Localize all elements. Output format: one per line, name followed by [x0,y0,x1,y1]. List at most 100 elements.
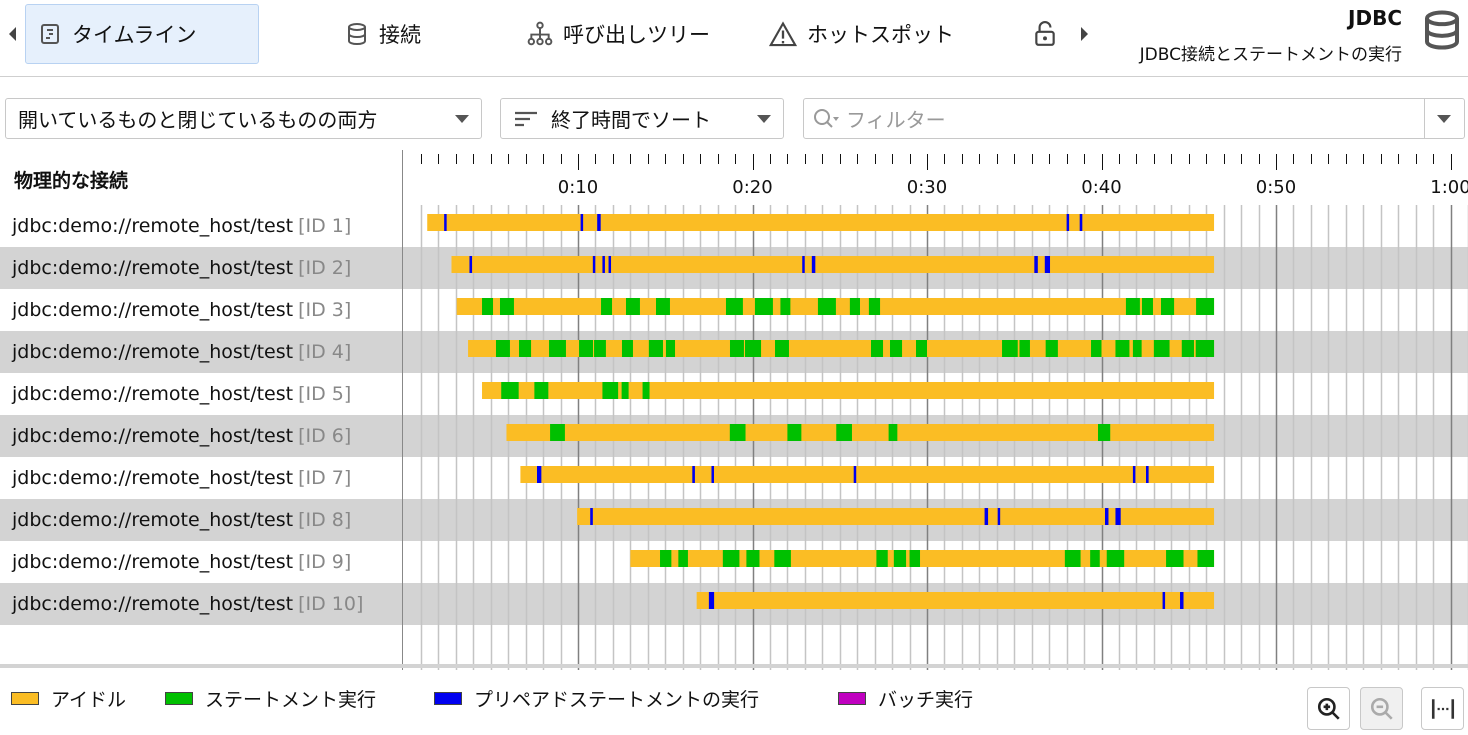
filter-input[interactable]: フィルター [803,98,1465,139]
statement-segment[interactable] [1153,340,1170,357]
statement-segment[interactable] [534,382,549,399]
idle-bar[interactable] [630,550,1215,567]
statement-segment[interactable] [648,340,663,357]
prepared-statement-segment[interactable] [711,466,714,483]
tab-connections[interactable]: 接続 [333,4,433,64]
prepared-statement-segment[interactable] [444,214,447,231]
statement-segment[interactable] [601,298,613,315]
prepared-statement-segment[interactable] [469,256,473,273]
prepared-statement-segment[interactable] [984,508,989,525]
statement-segment[interactable] [849,298,860,315]
statement-segment[interactable] [1161,298,1175,315]
statement-segment[interactable] [1166,550,1184,567]
statement-segment[interactable] [754,298,773,315]
statement-segment[interactable] [787,424,802,441]
statement-segment[interactable] [621,382,629,399]
statement-segment[interactable] [1132,340,1142,357]
statement-segment[interactable] [1181,340,1194,357]
tab-timeline[interactable]: タイムライン [25,4,259,64]
idle-bar[interactable] [427,214,1215,231]
statement-segment[interactable] [642,382,650,399]
statement-segment[interactable] [550,424,565,441]
statement-segment[interactable] [501,382,519,399]
prepared-statement-segment[interactable] [997,508,1001,525]
statement-segment[interactable] [775,340,789,357]
statement-segment[interactable] [519,340,532,357]
prepared-statement-segment[interactable] [592,256,596,273]
connection-row-label[interactable]: jdbc:demo://remote_host/test [ID 10] [0,583,402,625]
prepared-statement-segment[interactable] [1132,466,1136,483]
prepared-statement-segment[interactable] [692,466,695,483]
fit-to-window-button[interactable] [1421,687,1464,730]
prepared-statement-segment[interactable] [1162,592,1166,609]
statement-segment[interactable] [868,298,881,315]
sort-select[interactable]: 終了時間でソート [500,98,784,139]
prepared-statement-segment[interactable] [580,214,584,231]
prepared-statement-segment[interactable] [1104,508,1109,525]
statement-segment[interactable] [1197,550,1215,567]
statement-segment[interactable] [1019,340,1030,357]
statement-segment[interactable] [1098,424,1111,441]
statement-segment[interactable] [1064,550,1081,567]
tab-hotspots[interactable]: ホットスポット [757,4,966,64]
statement-segment[interactable] [1045,340,1058,357]
prepared-statement-segment[interactable] [1079,214,1083,231]
scroll-tabs-right-button[interactable] [1081,27,1088,41]
prepared-statement-segment[interactable] [536,466,542,483]
statement-segment[interactable] [1091,340,1102,357]
statement-segment[interactable] [836,424,852,441]
filter-history-button[interactable] [1424,99,1464,138]
statement-segment[interactable] [744,340,762,357]
idle-bar[interactable] [577,508,1215,525]
connection-row-label[interactable]: jdbc:demo://remote_host/test [ID 5] [0,373,402,415]
statement-segment[interactable] [909,550,921,567]
connection-row-label[interactable]: jdbc:demo://remote_host/test [ID 3] [0,289,402,331]
prepared-statement-segment[interactable] [597,214,601,231]
statement-segment[interactable] [774,550,791,567]
tab-locking[interactable] [1022,4,1068,64]
prepared-statement-segment[interactable] [1044,256,1051,273]
statement-segment[interactable] [549,340,566,357]
statement-segment[interactable] [1090,550,1100,567]
statement-segment[interactable] [499,298,514,315]
zoom-out-button[interactable] [1360,687,1403,730]
prepared-statement-segment[interactable] [608,256,612,273]
connection-row-label[interactable]: jdbc:demo://remote_host/test [ID 7] [0,457,402,499]
idle-bar[interactable] [520,466,1215,483]
statement-segment[interactable] [678,550,688,567]
statement-segment[interactable] [1002,340,1018,357]
connection-row-label[interactable]: jdbc:demo://remote_host/test [ID 1] [0,205,402,247]
statement-segment[interactable] [729,340,744,357]
statement-segment[interactable] [888,424,898,441]
statement-segment[interactable] [870,340,884,357]
prepared-statement-segment[interactable] [1066,214,1070,231]
prepared-statement-segment[interactable] [1180,592,1184,609]
statement-segment[interactable] [817,298,836,315]
statement-segment[interactable] [1195,340,1215,357]
statement-segment[interactable] [594,340,606,357]
statement-segment[interactable] [916,340,927,357]
statement-segment[interactable] [579,340,594,357]
statement-segment[interactable] [1196,298,1215,315]
statement-segment[interactable] [621,340,633,357]
statement-segment[interactable] [725,298,743,315]
timeline-bars[interactable] [0,0,1468,670]
statement-segment[interactable] [893,550,907,567]
scroll-tabs-left-button[interactable] [9,27,16,41]
statement-segment[interactable] [660,550,672,567]
idle-bar[interactable] [696,592,1215,609]
statement-segment[interactable] [602,382,619,399]
prepared-statement-segment[interactable] [1034,256,1038,273]
statement-segment[interactable] [1115,340,1130,357]
idle-bar[interactable] [451,256,1215,273]
statement-segment[interactable] [876,550,888,567]
connection-row-label[interactable]: jdbc:demo://remote_host/test [ID 9] [0,541,402,583]
prepared-statement-segment[interactable] [1115,508,1121,525]
connection-row-label[interactable]: jdbc:demo://remote_host/test [ID 8] [0,499,402,541]
prepared-statement-segment[interactable] [1145,466,1149,483]
prepared-statement-segment[interactable] [853,466,857,483]
statement-segment[interactable] [656,298,670,315]
statement-segment[interactable] [482,298,494,315]
connection-row-label[interactable]: jdbc:demo://remote_host/test [ID 2] [0,247,402,289]
scope-select[interactable]: 開いているものと閉じているものの両方 [5,98,482,139]
